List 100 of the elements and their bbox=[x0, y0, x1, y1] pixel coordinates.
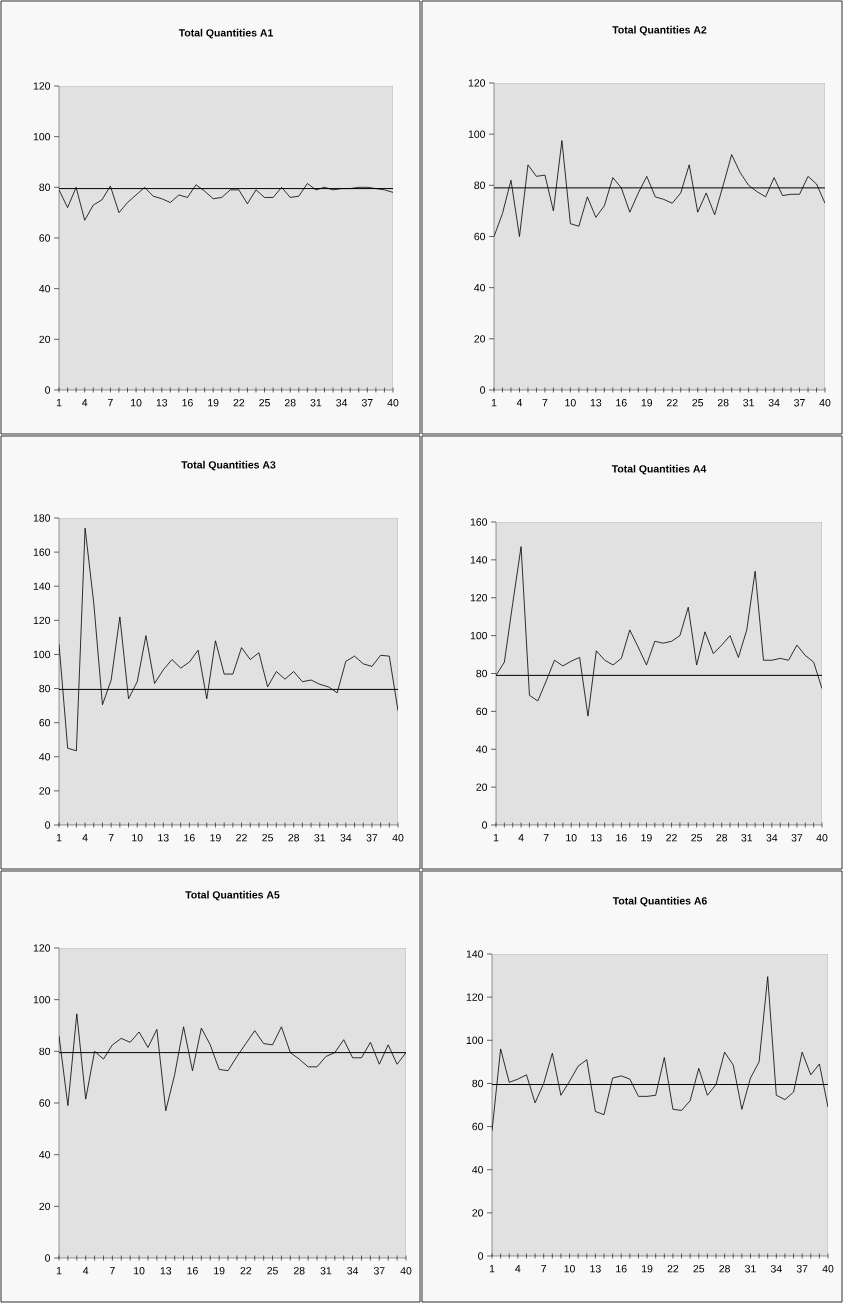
x-tick-label: 25 bbox=[692, 399, 704, 407]
y-tick-label: 180 bbox=[33, 514, 51, 522]
x-tick-label: 13 bbox=[590, 1265, 601, 1273]
y-tick-label: 40 bbox=[39, 753, 51, 761]
y-tick-label: 160 bbox=[470, 518, 488, 526]
x-tick-label: 4 bbox=[516, 399, 523, 407]
y-tick-label: 0 bbox=[45, 386, 51, 394]
y-tick-label: 80 bbox=[39, 1047, 51, 1056]
x-tick-label: 1 bbox=[56, 1267, 62, 1275]
y-tick-label: 60 bbox=[39, 718, 51, 727]
chart-title: Total Quantities A3 bbox=[181, 460, 276, 471]
y-tick-label: 100 bbox=[33, 132, 51, 141]
y-tick-label: 100 bbox=[33, 995, 51, 1004]
y-tick-label: 20 bbox=[39, 787, 51, 795]
y-tick-label: 80 bbox=[474, 181, 486, 190]
y-tick-label: 60 bbox=[476, 707, 488, 716]
x-tick-label: 4 bbox=[515, 1265, 521, 1273]
y-tick-label: 120 bbox=[466, 993, 484, 1001]
x-tick-label: 25 bbox=[691, 834, 702, 842]
y-tick-label: 60 bbox=[474, 232, 486, 241]
y-tick-label: 0 bbox=[45, 821, 51, 829]
x-tick-label: 4 bbox=[518, 834, 524, 842]
x-tick-label: 25 bbox=[693, 1265, 705, 1273]
x-tick-label: 34 bbox=[340, 834, 352, 842]
x-tick-label: 40 bbox=[819, 399, 831, 407]
x-tick-label: 37 bbox=[796, 1265, 808, 1273]
y-tick-label: 120 bbox=[33, 82, 51, 90]
y-tick-label: 60 bbox=[39, 1099, 51, 1107]
x-tick-label: 13 bbox=[158, 834, 169, 842]
y-tick-label: 40 bbox=[472, 1166, 484, 1174]
x-tick-label: 22 bbox=[233, 399, 245, 407]
x-tick-label: 37 bbox=[361, 399, 373, 407]
y-tick-label: 100 bbox=[33, 650, 51, 659]
x-tick-label: 28 bbox=[288, 834, 300, 842]
x-tick-label: 16 bbox=[616, 834, 627, 842]
x-tick-label: 19 bbox=[641, 399, 653, 407]
x-tick-label: 31 bbox=[743, 399, 754, 407]
x-tick-label: 13 bbox=[590, 399, 602, 407]
x-tick-label: 37 bbox=[366, 834, 378, 842]
y-tick-label: 60 bbox=[39, 234, 51, 242]
x-tick-label: 22 bbox=[666, 834, 677, 842]
x-tick-label: 1 bbox=[489, 1265, 495, 1273]
x-tick-label: 31 bbox=[320, 1267, 332, 1275]
y-tick-label: 60 bbox=[472, 1122, 484, 1131]
x-tick-label: 34 bbox=[768, 399, 780, 407]
x-tick-label: 31 bbox=[314, 834, 326, 842]
x-tick-label: 10 bbox=[131, 399, 142, 407]
y-tick-label: 80 bbox=[472, 1079, 484, 1088]
y-tick-label: 20 bbox=[472, 1209, 484, 1217]
x-tick-label: 16 bbox=[184, 834, 195, 842]
chart-title: Total Quantities A5 bbox=[185, 890, 280, 901]
y-tick-label: 0 bbox=[45, 1254, 51, 1262]
y-tick-label: 100 bbox=[470, 631, 488, 640]
y-tick-label: 140 bbox=[33, 582, 51, 590]
x-tick-label: 40 bbox=[392, 834, 404, 842]
y-tick-label: 80 bbox=[476, 669, 488, 678]
y-tick-label: 20 bbox=[476, 783, 488, 791]
y-tick-label: 40 bbox=[476, 745, 488, 753]
y-tick-label: 80 bbox=[39, 684, 51, 693]
x-tick-label: 37 bbox=[794, 399, 805, 407]
y-tick-label: 140 bbox=[466, 950, 484, 958]
y-tick-label: 20 bbox=[39, 1202, 51, 1211]
x-tick-label: 40 bbox=[816, 834, 828, 842]
x-tick-label: 34 bbox=[770, 1265, 782, 1273]
x-tick-label: 1 bbox=[56, 399, 62, 407]
y-tick-label: 20 bbox=[39, 335, 51, 344]
y-tick-label: 40 bbox=[39, 284, 51, 293]
x-tick-label: 7 bbox=[541, 1265, 547, 1273]
x-tick-label: 22 bbox=[240, 1267, 252, 1275]
x-tick-label: 37 bbox=[373, 1267, 385, 1275]
x-tick-label: 7 bbox=[110, 1267, 115, 1275]
x-tick-label: 10 bbox=[566, 834, 577, 842]
x-tick-label: 10 bbox=[134, 1267, 145, 1275]
x-tick-label: 19 bbox=[642, 1265, 653, 1273]
y-tick-label: 80 bbox=[39, 183, 51, 192]
y-tick-label: 120 bbox=[33, 616, 51, 625]
x-tick-label: 4 bbox=[82, 399, 88, 407]
x-tick-label: 22 bbox=[666, 399, 678, 407]
x-tick-label: 4 bbox=[83, 1267, 89, 1275]
x-tick-label: 34 bbox=[766, 834, 778, 842]
x-tick-label: 25 bbox=[259, 399, 270, 407]
x-tick-label: 10 bbox=[565, 399, 576, 407]
x-tick-label: 16 bbox=[187, 1267, 198, 1275]
x-tick-label: 31 bbox=[310, 399, 322, 407]
x-tick-label: 25 bbox=[267, 1267, 278, 1275]
x-tick-label: 16 bbox=[616, 1265, 627, 1273]
x-tick-label: 22 bbox=[236, 834, 247, 842]
chart-title: Total Quantities A1 bbox=[178, 28, 273, 39]
x-tick-label: 13 bbox=[156, 399, 168, 407]
x-tick-label: 34 bbox=[336, 399, 348, 407]
x-tick-label: 19 bbox=[210, 834, 221, 842]
y-tick-label: 40 bbox=[474, 283, 486, 292]
y-tick-label: 0 bbox=[482, 821, 488, 829]
x-tick-label: 25 bbox=[262, 834, 273, 842]
y-tick-label: 40 bbox=[39, 1150, 51, 1159]
y-tick-label: 100 bbox=[466, 1036, 484, 1044]
x-tick-label: 7 bbox=[108, 399, 113, 407]
x-tick-label: 16 bbox=[182, 399, 193, 407]
y-tick-label: 20 bbox=[474, 335, 486, 343]
x-tick-label: 7 bbox=[542, 399, 548, 407]
